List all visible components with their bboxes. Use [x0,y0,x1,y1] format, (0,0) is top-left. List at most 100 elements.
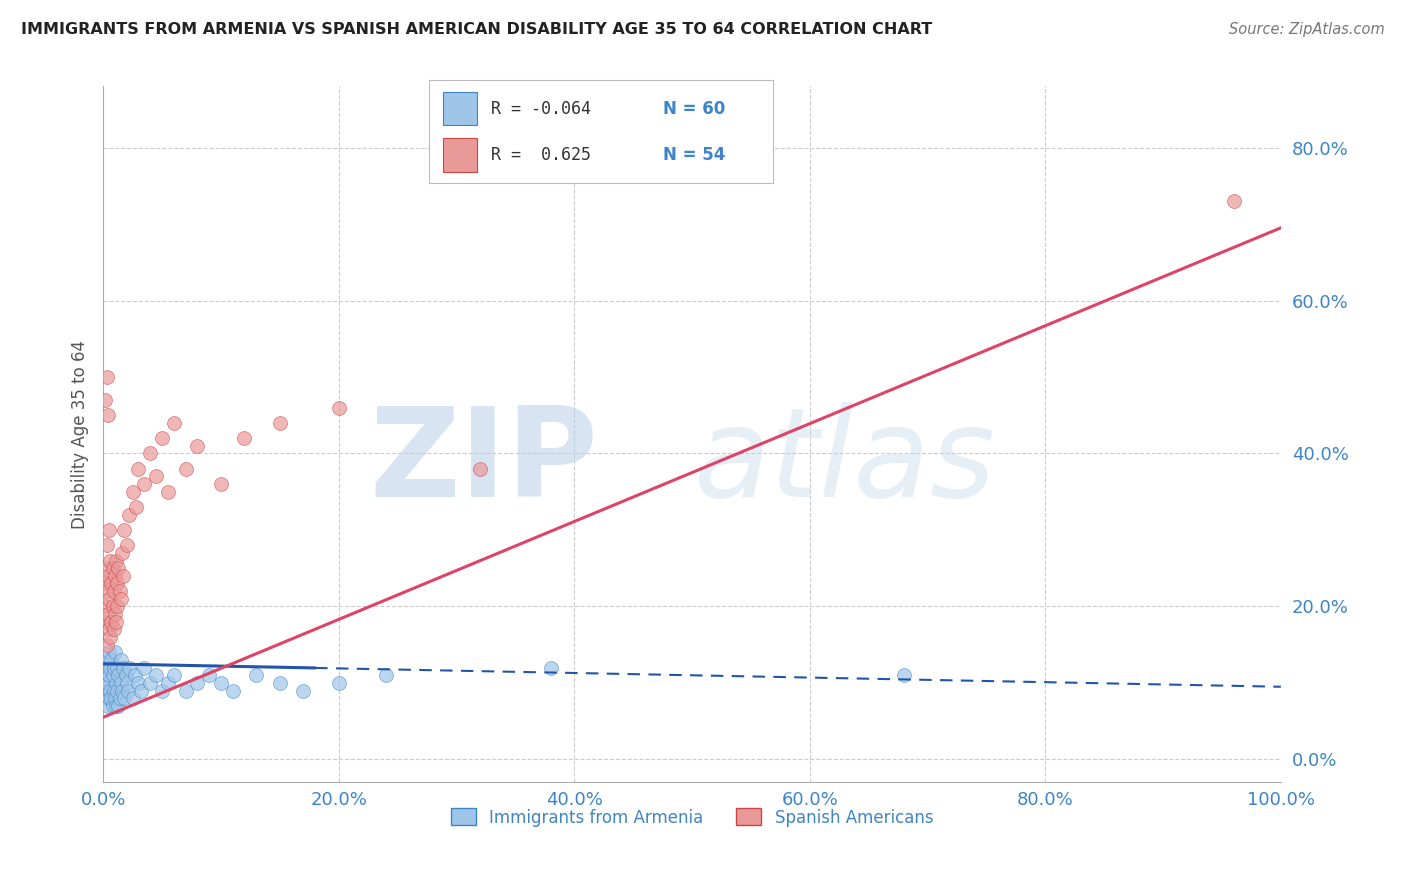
Point [163,416,186,430]
Point [97,409,120,423]
Point [98,683,121,698]
Text: Source: ZipAtlas.com: Source: ZipAtlas.com [1229,22,1385,37]
Point [269,676,291,690]
Point [233,431,256,445]
Point [101,561,124,575]
Point [114,668,136,682]
Point [111,546,134,560]
Point [540,660,562,674]
Text: atlas: atlas [695,401,995,523]
Point [112,569,135,583]
Point [127,462,149,476]
Point [374,668,396,682]
Point [98,668,121,682]
Point [98,691,121,706]
Point [139,676,162,690]
Point [105,676,128,690]
Point [174,462,197,476]
Point [107,561,129,575]
Point [100,653,122,667]
Point [209,477,232,491]
Point [101,599,124,614]
Y-axis label: Disability Age 35 to 64: Disability Age 35 to 64 [72,340,89,529]
Text: R =  0.625: R = 0.625 [491,146,591,164]
Point [108,691,131,706]
Point [105,615,128,629]
Point [105,576,128,591]
Point [94,660,117,674]
Legend: Immigrants from Armenia, Spanish Americans: Immigrants from Armenia, Spanish America… [444,802,941,833]
Point [94,576,117,591]
Point [101,668,124,682]
Point [127,676,149,690]
Text: N = 54: N = 54 [664,146,725,164]
Point [156,484,179,499]
Bar [443,137,477,171]
Bar [443,92,477,126]
Point [328,676,350,690]
Text: N = 60: N = 60 [664,100,725,118]
Point [108,584,131,599]
Point [150,683,173,698]
Point [96,638,118,652]
Point [101,698,124,713]
Point [96,370,118,384]
Point [97,676,120,690]
Point [129,683,152,698]
Point [104,607,127,621]
Point [98,623,121,637]
Point [96,668,118,682]
Point [121,691,143,706]
Point [124,668,146,682]
Point [98,660,121,674]
Point [110,591,132,606]
Point [1222,194,1244,208]
Point [105,599,128,614]
Point [125,500,148,514]
Point [100,691,122,706]
Point [100,576,122,591]
Point [98,553,121,567]
Point [96,538,118,552]
Point [245,668,267,682]
Point [97,660,120,674]
Point [292,683,315,698]
Point [96,584,118,599]
Point [186,439,208,453]
Point [112,660,135,674]
Point [104,645,127,659]
Point [105,660,128,674]
Point [93,561,115,575]
Point [94,392,117,407]
Point [97,607,120,621]
Point [110,653,132,667]
Point [105,698,128,713]
Point [115,676,138,690]
Point [105,683,128,698]
Point [103,623,125,637]
Text: IMMIGRANTS FROM ARMENIA VS SPANISH AMERICAN DISABILITY AGE 35 TO 64 CORRELATION : IMMIGRANTS FROM ARMENIA VS SPANISH AMERI… [21,22,932,37]
Point [107,668,129,682]
Point [145,668,167,682]
Point [163,668,186,682]
Point [198,668,221,682]
Point [96,683,118,698]
Text: ZIP: ZIP [368,401,598,523]
Point [118,508,141,522]
Point [112,691,135,706]
Point [103,683,125,698]
Point [174,683,197,698]
Point [139,446,162,460]
Point [328,401,350,415]
Point [186,676,208,690]
Point [93,691,115,706]
Point [107,698,129,713]
Point [94,676,117,690]
Point [209,676,232,690]
Point [98,523,121,537]
Point [97,569,120,583]
Point [110,676,132,690]
Point [94,615,117,629]
Point [97,698,120,713]
Point [115,538,138,552]
